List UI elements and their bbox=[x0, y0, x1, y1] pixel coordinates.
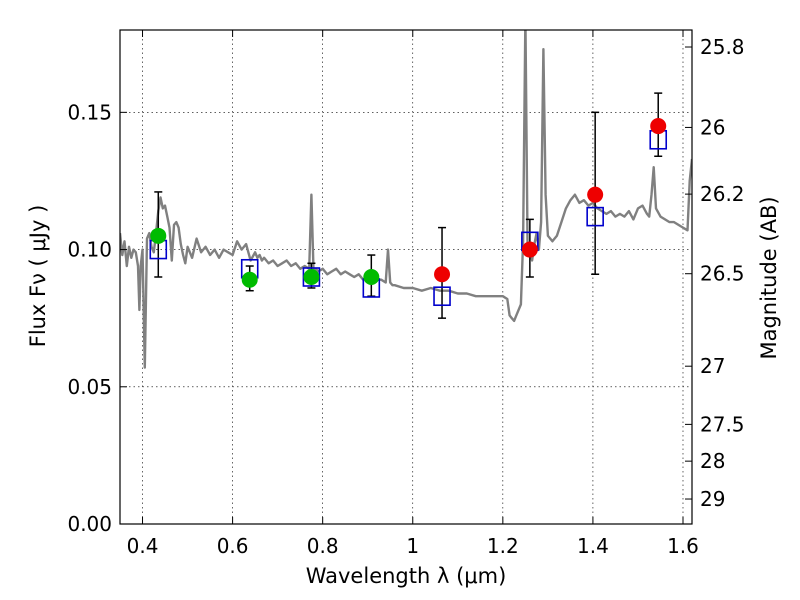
x-axis-label: Wavelength λ (μm) bbox=[306, 564, 507, 588]
green-point bbox=[150, 227, 167, 244]
red-point bbox=[587, 186, 604, 203]
model-box bbox=[433, 286, 451, 307]
red-point bbox=[434, 266, 451, 283]
spectrum-line bbox=[120, 30, 692, 369]
x-tick-label: 0.6 bbox=[217, 534, 249, 558]
right-tick-label: 26.5 bbox=[700, 262, 745, 286]
green-point bbox=[363, 269, 380, 285]
right-tick-label: 27 bbox=[700, 354, 725, 378]
y-tick-label: 0.15 bbox=[67, 100, 112, 124]
x-tick-label: 1.6 bbox=[667, 534, 699, 558]
right-tick-label: 26 bbox=[700, 115, 725, 139]
right-tick-label: 29 bbox=[700, 487, 725, 511]
y-tick-label: 0.00 bbox=[67, 512, 112, 536]
x-tick-label: 1 bbox=[406, 534, 419, 558]
x-tick-label: 0.8 bbox=[307, 534, 339, 558]
plot-content bbox=[120, 30, 692, 369]
red-point bbox=[521, 241, 538, 258]
axis-ticks: 0.4 0.6 0.8 1 1.2 1.4 1.6 0.00 0.05 0.10 0.15 25.8 2… bbox=[67, 30, 745, 558]
right-tick-label: 28 bbox=[700, 449, 725, 473]
red-point bbox=[650, 118, 667, 135]
y-tick-label: 0.05 bbox=[67, 375, 112, 399]
grid-lines bbox=[120, 30, 692, 525]
right-tick-label: 26.2 bbox=[700, 182, 745, 206]
right-tick-label: 27.5 bbox=[700, 412, 745, 436]
green-point bbox=[241, 271, 258, 288]
right-axis-label: Magnitude (AB) bbox=[757, 196, 781, 359]
right-tick-label: 25.8 bbox=[700, 35, 745, 59]
green-point bbox=[303, 269, 320, 285]
x-tick-label: 1.4 bbox=[577, 534, 609, 558]
x-tick-label: 0.4 bbox=[127, 534, 159, 558]
model-box bbox=[586, 206, 604, 227]
y-axis-label: Flux Fν ( μJy ) bbox=[26, 205, 50, 348]
y-tick-label: 0.10 bbox=[67, 238, 112, 262]
plot-frame bbox=[119, 29, 693, 525]
plot-area bbox=[120, 30, 692, 369]
x-tick-label: 1.2 bbox=[487, 534, 519, 558]
